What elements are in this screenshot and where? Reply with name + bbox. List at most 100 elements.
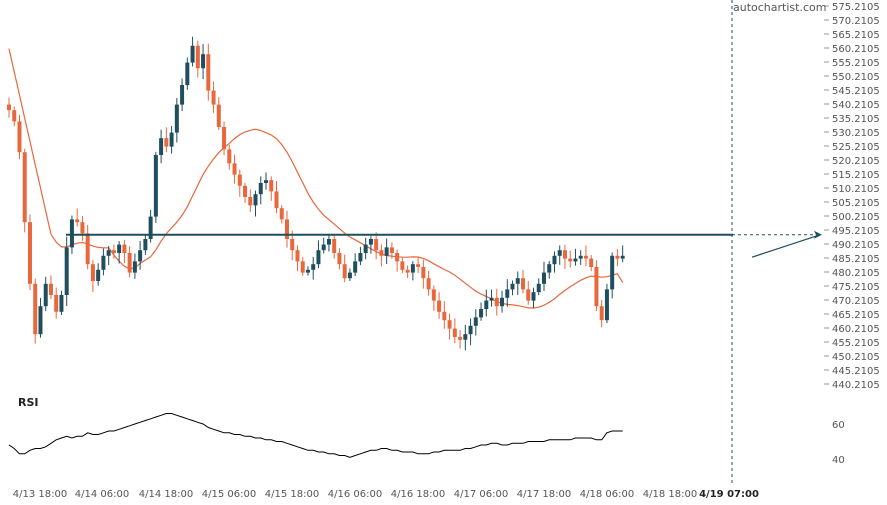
candle-body	[227, 149, 232, 164]
rsi-line	[8, 413, 623, 458]
candle	[589, 255, 594, 272]
candle-body	[494, 297, 499, 307]
candle-body	[531, 292, 536, 301]
candle	[311, 256, 316, 280]
price-tick-label: 575.2105	[832, 2, 880, 13]
candle	[431, 285, 436, 311]
candle-body	[332, 238, 337, 253]
candle	[510, 280, 515, 296]
candle-body	[374, 238, 379, 251]
candle	[594, 260, 599, 312]
candle-body	[237, 174, 242, 186]
candle-body	[311, 264, 316, 270]
candle-body	[337, 252, 342, 265]
candle-body	[195, 45, 200, 69]
candle-body	[33, 283, 38, 335]
candle-body	[321, 244, 326, 251]
candle	[180, 78, 185, 112]
candle	[426, 270, 431, 296]
candle	[253, 190, 258, 217]
rsi-layer	[8, 413, 623, 458]
candle	[615, 249, 620, 267]
candle	[305, 266, 310, 276]
candle	[416, 257, 421, 273]
candle-body	[258, 182, 263, 195]
candle-body	[342, 264, 347, 279]
candle-body	[521, 278, 526, 290]
candle-body	[90, 264, 95, 281]
candle	[174, 98, 179, 143]
candle	[568, 250, 573, 268]
price-tick-label: 445.2105	[832, 366, 880, 377]
candle	[143, 235, 148, 255]
candle	[138, 241, 143, 270]
candle	[159, 129, 164, 164]
candle-body	[243, 185, 248, 197]
price-tick-label: 545.2105	[832, 86, 880, 97]
candle	[127, 246, 132, 278]
price-tick-label: 540.2105	[832, 100, 880, 111]
candle-body	[127, 252, 132, 273]
candle	[531, 287, 536, 308]
price-axis: 440.2105 445.2105 450.2105 455.2105 460.2105…	[824, 2, 880, 391]
candle-body	[274, 191, 279, 209]
candle-body	[458, 336, 463, 340]
candle	[222, 121, 227, 156]
candle-body	[410, 264, 415, 273]
candle-body	[222, 126, 227, 150]
candle	[515, 271, 520, 295]
candle	[358, 246, 363, 266]
candle	[148, 210, 153, 243]
candle-body	[143, 238, 148, 251]
candle	[374, 232, 379, 260]
candle-body	[22, 152, 27, 223]
price-tick-label: 555.2105	[832, 58, 880, 69]
price-tick-label: 470.2105	[832, 296, 880, 307]
candle	[132, 253, 137, 279]
candle	[227, 144, 232, 170]
moving-average-line	[8, 48, 624, 309]
candle	[557, 245, 562, 265]
candle	[458, 330, 463, 349]
candle	[363, 237, 368, 260]
candle	[279, 205, 284, 224]
candle	[264, 172, 269, 190]
candle	[195, 40, 200, 78]
candle-body	[421, 266, 426, 279]
candle	[562, 244, 567, 270]
candle	[258, 176, 263, 205]
candle-body	[159, 138, 164, 155]
candle-body	[169, 132, 174, 147]
candle	[342, 254, 347, 283]
candle	[295, 245, 300, 272]
candle	[526, 280, 531, 305]
candle	[122, 239, 127, 264]
time-tick-label: 4/18 18:00	[643, 489, 697, 500]
candle-body	[347, 272, 352, 279]
candle	[59, 290, 64, 316]
candle-body	[541, 272, 546, 284]
price-tick-label: 495.2105	[832, 226, 880, 237]
candle-body	[578, 255, 583, 259]
candle	[573, 248, 578, 266]
candle-body	[85, 233, 90, 265]
candle-body	[64, 247, 69, 295]
candle-body	[468, 325, 473, 335]
candle	[610, 252, 615, 299]
candle-body	[180, 84, 185, 105]
candle-body	[515, 278, 520, 284]
candle	[269, 176, 274, 201]
candle-body	[416, 264, 421, 267]
candle-body	[615, 255, 620, 259]
candle-body	[164, 138, 169, 147]
price-tick-label: 530.2105	[832, 128, 880, 139]
candle-body	[363, 244, 368, 253]
price-tick-label: 480.2105	[832, 268, 880, 279]
projection-arrow	[751, 234, 821, 258]
time-tick-label: 4/17 18:00	[517, 489, 571, 500]
candle	[64, 236, 69, 306]
candle	[578, 250, 583, 265]
rsi-tick-label: 40	[832, 455, 845, 466]
candle	[274, 181, 279, 214]
